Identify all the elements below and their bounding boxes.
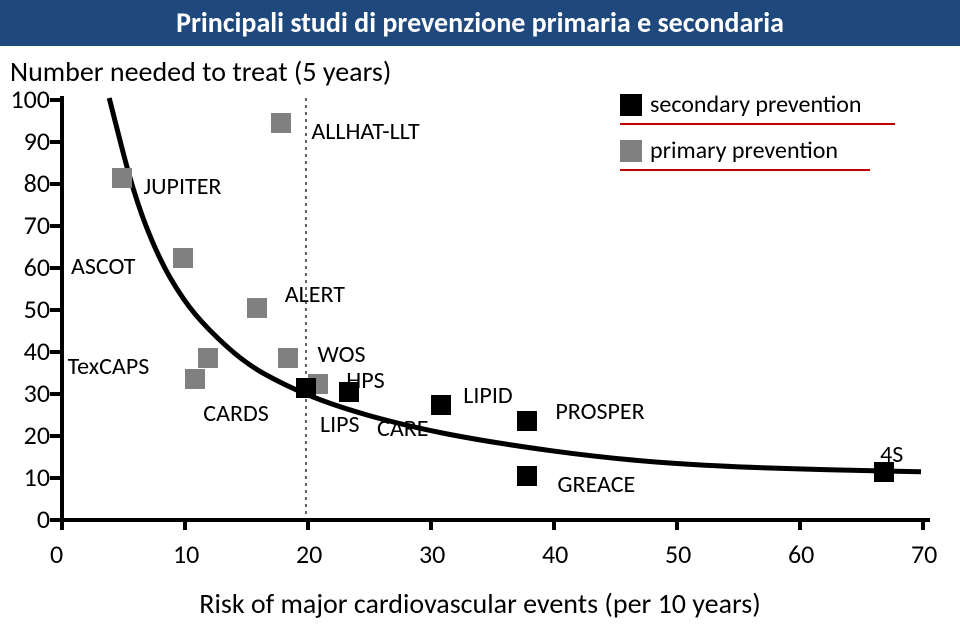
y-tick-mark (50, 98, 62, 102)
curve-svg (0, 46, 960, 632)
legend-secondary-text: secondary prevention (650, 90, 861, 119)
x-tick-mark (798, 518, 802, 530)
data-point-lips (296, 378, 316, 398)
data-point-label-care: CARE (377, 414, 428, 443)
page-header: Principali studi di prevenzione primaria… (0, 0, 960, 46)
x-tick-label: 60 (788, 538, 814, 570)
y-tick-mark (50, 392, 62, 396)
y-tick-label: 60 (24, 251, 50, 283)
y-tick-mark (50, 350, 62, 354)
data-point-label-jupiter: JUPITER (144, 172, 222, 201)
data-point-label-prosper: PROSPER (555, 397, 644, 426)
data-point-label-4s: 4S (880, 440, 903, 469)
data-point-label-ascot: ASCOT (71, 252, 135, 281)
data-point-ascot (173, 248, 193, 268)
y-tick-label: 30 (24, 377, 50, 409)
data-point-alert (247, 298, 267, 318)
y-tick-label: 70 (24, 209, 50, 241)
legend-primary-marker (620, 140, 642, 162)
x-tick-mark (921, 518, 925, 530)
y-tick-mark (50, 140, 62, 144)
y-tick-mark (50, 224, 62, 228)
y-tick-mark (50, 182, 62, 186)
x-tick-label: 20 (296, 538, 322, 570)
y-tick-label: 20 (24, 419, 50, 451)
legend-primary-underline (620, 169, 870, 171)
y-tick-label: 90 (24, 125, 50, 157)
x-tick-label: 10 (173, 538, 199, 570)
data-point-label-texcaps: TexCAPS (68, 352, 150, 381)
x-tick-label: 50 (665, 538, 691, 570)
x-tick-label: 0 (50, 538, 63, 570)
data-point-care (339, 382, 359, 402)
y-tick-label: 10 (24, 461, 50, 493)
header-title: Principali studi di prevenzione primaria… (176, 5, 784, 40)
y-tick-mark (50, 434, 62, 438)
x-tick-mark (429, 518, 433, 530)
data-point-texcaps (198, 348, 218, 368)
x-tick-label: 40 (542, 538, 568, 570)
legend-primary-text: primary prevention (650, 136, 838, 165)
data-point-label-cards: CARDS (203, 399, 269, 428)
chart-area: Number needed to treat (5 years) seconda… (0, 46, 960, 632)
data-point-label-greace: GREACE (557, 470, 635, 499)
data-point-wos (278, 348, 298, 368)
data-point-cards (185, 369, 205, 389)
y-tick-mark (50, 476, 62, 480)
y-tick-label: 80 (24, 167, 50, 199)
data-point-jupiter (112, 168, 132, 188)
x-tick-mark (183, 518, 187, 530)
x-tick-mark (552, 518, 556, 530)
y-tick-mark (50, 308, 62, 312)
data-point-label-lips: LIPS (320, 410, 360, 439)
data-point-label-alert: ALERT (285, 280, 345, 309)
data-point-lipid (431, 395, 451, 415)
x-tick-label: 30 (419, 538, 445, 570)
y-tick-label: 0 (37, 503, 50, 535)
data-point-allhat-llt (271, 113, 291, 133)
data-point-prosper (517, 411, 537, 431)
x-axis-title: Risk of major cardiovascular events (per… (0, 586, 960, 621)
y-tick-label: 50 (24, 293, 50, 325)
y-tick-label: 100 (10, 83, 50, 115)
y-tick-mark (50, 266, 62, 270)
data-point-label-lipid: LIPID (463, 381, 512, 410)
x-tick-label: 70 (911, 538, 937, 570)
data-point-greace (517, 466, 537, 486)
x-tick-mark (60, 518, 64, 530)
legend-secondary-underline (620, 123, 895, 125)
y-tick-label: 40 (24, 335, 50, 367)
data-point-label-allhat-llt: ALLHAT-LLT (311, 117, 419, 146)
x-tick-mark (675, 518, 679, 530)
x-tick-mark (306, 518, 310, 530)
legend-secondary-marker (620, 94, 642, 116)
